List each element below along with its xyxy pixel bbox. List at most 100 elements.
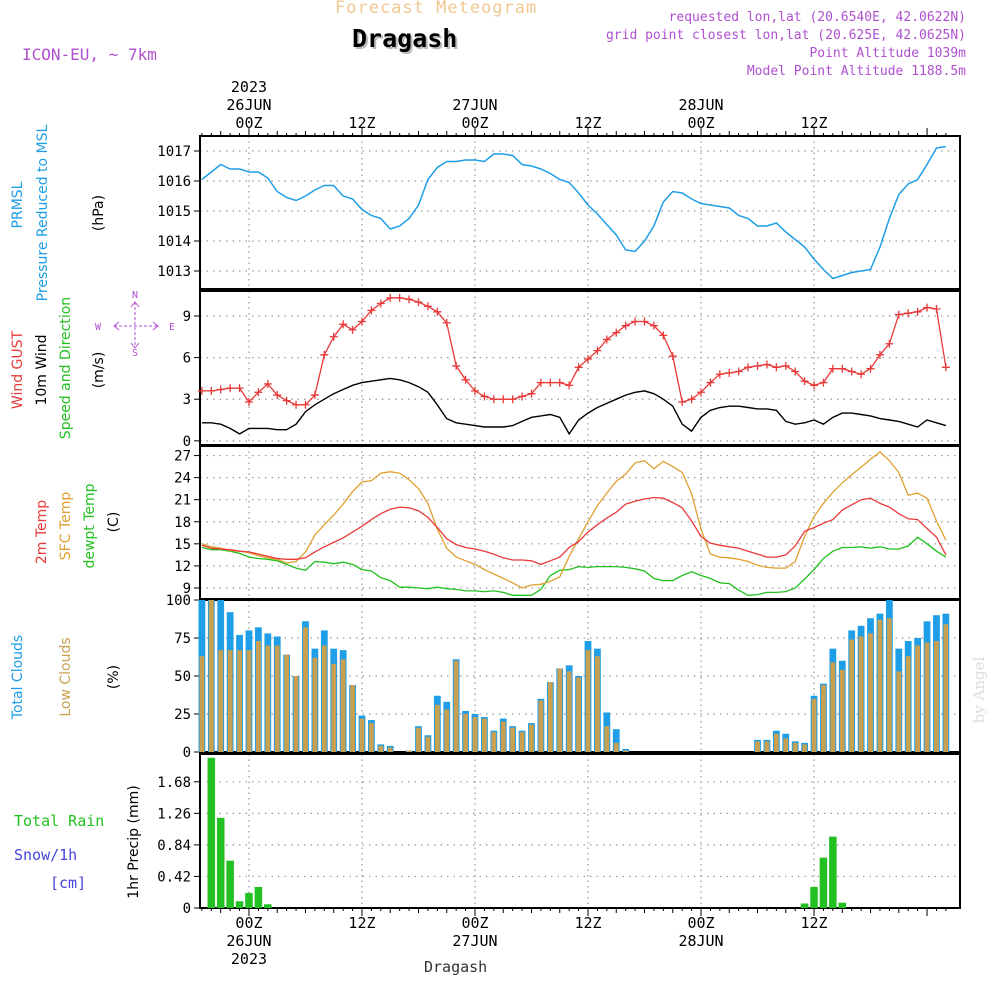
low-cloud-bar bbox=[444, 709, 450, 752]
rain-bar bbox=[264, 904, 272, 908]
low-cloud-bar bbox=[208, 600, 214, 752]
low-cloud-bar bbox=[482, 718, 487, 752]
wind-ytick-label: 3 bbox=[183, 392, 191, 408]
wind-gust-marker bbox=[254, 388, 263, 397]
top-axis-label: 2023 bbox=[231, 78, 267, 96]
wind-gust-marker bbox=[631, 317, 640, 326]
low-cloud-bar bbox=[425, 736, 431, 752]
compass-e: E bbox=[169, 322, 175, 333]
wind-gust-marker bbox=[292, 400, 301, 409]
low-cloud-bar bbox=[858, 636, 864, 752]
wind-gust-marker bbox=[405, 295, 414, 304]
temp-ytick-label: 15 bbox=[174, 537, 191, 553]
wind-gust-marker bbox=[602, 335, 611, 344]
precip-unit-label: 1hr Precip (mm) bbox=[126, 785, 142, 898]
wind-gust-marker bbox=[480, 392, 489, 401]
compass-icon: N S W E bbox=[95, 290, 175, 359]
wind-gust-marker bbox=[941, 363, 950, 372]
temp-2m-label: 2m Temp bbox=[34, 500, 50, 564]
bottom-axis-label: 27JUN bbox=[452, 932, 497, 950]
low-cloud-bar bbox=[576, 677, 581, 752]
wind-gust-marker bbox=[687, 395, 696, 404]
wind-gust-marker bbox=[565, 381, 574, 390]
precip-frame bbox=[199, 753, 961, 909]
temp-sfc-series-line bbox=[201, 451, 947, 589]
low-cloud-bar bbox=[350, 685, 355, 752]
rain-bar bbox=[245, 892, 253, 908]
low-cloud-bar bbox=[303, 627, 308, 752]
wind-gust-marker bbox=[499, 395, 508, 404]
wind-gust-marker bbox=[244, 397, 253, 406]
low-cloud-bar bbox=[340, 659, 346, 752]
low-cloud-bar bbox=[199, 656, 205, 752]
low-cloud-bar bbox=[877, 619, 883, 752]
wind-gust-marker bbox=[348, 325, 357, 334]
wind-gust-marker bbox=[452, 361, 461, 370]
temp-sfc-label: SFC Temp bbox=[58, 492, 74, 561]
bottom-axis-label: 28JUN bbox=[678, 932, 723, 950]
low-cloud-bar bbox=[378, 745, 384, 752]
wind-gust-marker bbox=[810, 381, 819, 390]
wind-ytick-label: 0 bbox=[183, 434, 191, 450]
low-cloud-bar bbox=[255, 641, 261, 752]
wind-gust-marker bbox=[216, 385, 225, 394]
wind-gust-marker bbox=[433, 307, 442, 316]
temp-ytick-label: 12 bbox=[174, 559, 191, 575]
low-cloud-bar bbox=[312, 657, 318, 752]
total-clouds-label: Total Clouds bbox=[10, 635, 26, 720]
low-clouds-label: Low Clouds bbox=[58, 637, 74, 716]
precip-ytick-label: 1.68 bbox=[157, 775, 191, 791]
snow-unit-label: [cm] bbox=[50, 874, 86, 892]
wind-gust-marker bbox=[367, 306, 376, 315]
requested-coords: requested lon,lat (20.6540E, 42.0622N) bbox=[668, 10, 966, 25]
wind-gust-marker bbox=[508, 395, 517, 404]
pressure-ytick-label: 1017 bbox=[157, 144, 191, 160]
wind-gust-marker bbox=[386, 293, 395, 302]
low-cloud-bar bbox=[783, 738, 789, 752]
low-cloud-bar bbox=[510, 727, 516, 752]
low-cloud-bar bbox=[849, 639, 855, 752]
wind-10m-label: 10m Wind bbox=[34, 334, 50, 405]
low-cloud-bar bbox=[246, 650, 252, 752]
wind-gust-marker bbox=[593, 346, 602, 355]
wind-gust-marker bbox=[320, 350, 329, 359]
temp-ytick-label: 21 bbox=[174, 493, 191, 509]
low-cloud-bar bbox=[915, 645, 921, 752]
low-cloud-bar bbox=[529, 724, 534, 752]
wind-frame bbox=[199, 290, 961, 446]
bottom-axis-label: 00Z bbox=[235, 914, 262, 932]
low-cloud-bar bbox=[406, 750, 412, 752]
wind-gust-marker bbox=[715, 370, 724, 379]
wind-gust-marker bbox=[697, 388, 706, 397]
clouds-ytick-label: 0 bbox=[183, 745, 191, 761]
wind-gust-marker bbox=[235, 384, 244, 393]
wind-gust-marker bbox=[800, 377, 809, 386]
rain-bar bbox=[216, 817, 225, 908]
wind-gust-marker bbox=[612, 328, 621, 337]
rain-bar bbox=[207, 757, 216, 908]
low-cloud-bar bbox=[886, 618, 892, 752]
wind-ytick-label: 9 bbox=[183, 309, 191, 325]
wind-gust-marker bbox=[555, 378, 564, 387]
low-cloud-bar bbox=[284, 654, 290, 752]
precip-ytick-label: 0 bbox=[183, 901, 191, 917]
wind-gust-marker bbox=[772, 363, 781, 372]
top-axis-label: 12Z bbox=[348, 114, 375, 132]
wind-gust-marker bbox=[273, 391, 282, 400]
wind-gust-marker bbox=[546, 378, 555, 387]
wind-gust-marker bbox=[207, 386, 216, 395]
pressure-ytick-label: 1014 bbox=[157, 234, 191, 250]
low-cloud-bar bbox=[359, 718, 365, 752]
low-cloud-bar bbox=[472, 717, 478, 752]
wind-gust-marker bbox=[885, 339, 894, 348]
wind-gust-marker bbox=[584, 354, 593, 363]
compass-s: S bbox=[132, 348, 138, 359]
wind-gust-marker bbox=[442, 318, 451, 327]
pressure-unit-label: (hPa) bbox=[91, 195, 107, 231]
top-axis-label: 12Z bbox=[574, 114, 601, 132]
clouds-ytick-label: 75 bbox=[174, 631, 191, 647]
wind-gust-series-line bbox=[201, 297, 947, 406]
wind-10m-series-line bbox=[201, 377, 947, 436]
low-cloud-bar bbox=[538, 700, 544, 752]
